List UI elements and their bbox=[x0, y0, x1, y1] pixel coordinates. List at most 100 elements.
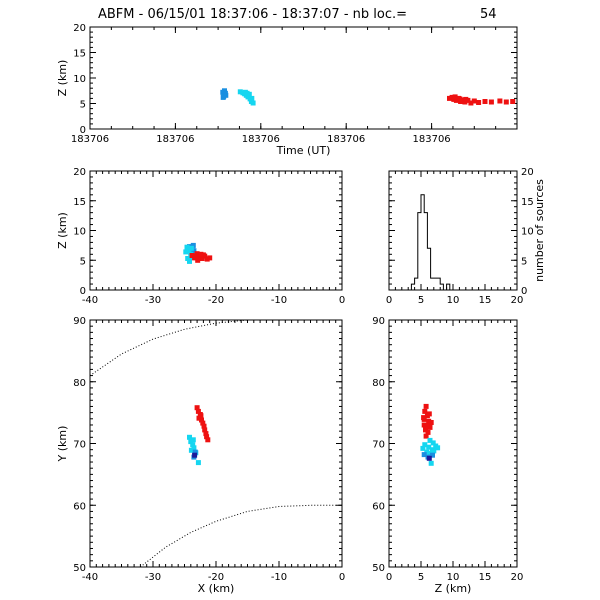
y-tick-label: 0 bbox=[80, 125, 86, 136]
x-tick-label: 183706 bbox=[242, 134, 280, 145]
y-tick-label: 20 bbox=[73, 23, 86, 34]
data-point-red bbox=[198, 413, 204, 419]
x-tick-label: 20 bbox=[511, 295, 524, 306]
data-point-red bbox=[203, 431, 209, 437]
y-tick-label: 10 bbox=[73, 74, 86, 85]
x-tick-label: -30 bbox=[145, 572, 161, 583]
plot-frame bbox=[388, 170, 518, 291]
x-tick-label: 0 bbox=[339, 572, 345, 583]
data-point-red bbox=[497, 98, 503, 104]
x-tick-label: 10 bbox=[447, 295, 460, 306]
data-point-cyan bbox=[422, 442, 428, 448]
y-tick-label: 5 bbox=[80, 100, 86, 111]
data-point-red bbox=[476, 100, 482, 105]
data-point-red bbox=[471, 98, 477, 104]
x-tick-label: 15 bbox=[479, 572, 492, 583]
reference-curve bbox=[140, 504, 342, 568]
x-tick-label: 0 bbox=[386, 295, 392, 306]
y-tick-label: 20 bbox=[521, 167, 534, 178]
data-point-cyan bbox=[190, 437, 196, 443]
data-point-red bbox=[457, 96, 463, 102]
data-point-cyan bbox=[190, 442, 196, 448]
y-tick-label: 10 bbox=[521, 227, 534, 238]
y-tick-label: 15 bbox=[521, 197, 534, 208]
x-tick-label: 20 bbox=[511, 572, 524, 583]
data-point-cyan bbox=[185, 256, 191, 261]
y-tick-label: 0 bbox=[521, 286, 527, 297]
y-axis-label: Y (km) bbox=[56, 426, 69, 463]
data-point-red bbox=[468, 100, 474, 106]
data-point-red bbox=[195, 408, 201, 414]
y-tick-label: 50 bbox=[372, 563, 385, 574]
x-axis-label: Time (UT) bbox=[276, 144, 331, 157]
data-point-cyan bbox=[249, 95, 255, 101]
y-tick-label: 20 bbox=[73, 167, 86, 178]
y-tick-label: 5 bbox=[80, 256, 86, 267]
data-point-red bbox=[421, 422, 427, 428]
data-point-cyan bbox=[188, 447, 194, 453]
data-point-red bbox=[422, 408, 428, 414]
data-point-red bbox=[503, 99, 509, 105]
data-point-red bbox=[510, 99, 516, 104]
x-tick-label: 5 bbox=[418, 295, 424, 306]
data-point-blue bbox=[222, 88, 227, 94]
data-point-cyan bbox=[431, 448, 437, 454]
x-tick-label: -20 bbox=[208, 572, 224, 583]
data-point-red bbox=[205, 437, 211, 443]
data-point-red bbox=[462, 99, 468, 105]
data-point-blue bbox=[421, 452, 427, 458]
data-point-cyan bbox=[237, 89, 243, 95]
data-point-cyan bbox=[242, 89, 248, 95]
x-tick-label: 0 bbox=[386, 572, 392, 583]
data-point-navy bbox=[192, 452, 198, 458]
data-point-blue bbox=[192, 449, 198, 455]
x-tick-label: 183706 bbox=[156, 134, 194, 145]
x-tick-label: 0 bbox=[339, 295, 345, 306]
data-point-red bbox=[423, 433, 429, 439]
plot-frame bbox=[89, 26, 518, 130]
data-point-red bbox=[421, 415, 427, 421]
data-point-blue bbox=[190, 242, 196, 248]
y-tick-label: 15 bbox=[73, 197, 86, 208]
data-point-red bbox=[463, 96, 469, 102]
data-point-cyan bbox=[188, 245, 194, 251]
plot-x_y: -40 -30 -20 -10 0 50 60 70 80 90 X (km) Y (km) bbox=[56, 316, 345, 595]
data-point-red bbox=[201, 423, 207, 429]
x-tick-label: 183706 bbox=[413, 134, 451, 145]
data-point-red bbox=[426, 411, 432, 417]
y-axis-label: Z (km) bbox=[56, 60, 69, 97]
data-point-cyan bbox=[250, 100, 256, 106]
data-point-red bbox=[193, 254, 199, 260]
x-tick-label: -40 bbox=[82, 295, 98, 306]
y-axis-label: number of sources bbox=[533, 179, 546, 282]
data-point-red bbox=[194, 251, 200, 257]
x-tick-label: 10 bbox=[447, 572, 460, 583]
data-point-red bbox=[452, 94, 458, 100]
y-tick-label: 10 bbox=[73, 227, 86, 238]
x-tick-label: -20 bbox=[208, 295, 224, 306]
data-point-red bbox=[428, 420, 434, 425]
y-tick-label: 60 bbox=[372, 501, 385, 512]
plot-time_z: 183706 183706 183706 183706 18370605101520Ti… bbox=[56, 23, 518, 157]
figure-title: ABFM - 06/15/01 18:37:06 - 18:37:07 - nb… bbox=[98, 7, 407, 22]
y-tick-label: 90 bbox=[73, 316, 86, 327]
plot-frame bbox=[388, 319, 518, 568]
plot-x_z: -40 -30 -20 -10 0 0 5 10 15 20 Z (km) bbox=[56, 167, 345, 306]
data-point-red bbox=[447, 95, 452, 101]
y-tick-label: 90 bbox=[372, 316, 385, 327]
data-point-blue bbox=[430, 452, 435, 458]
x-tick-label: 15 bbox=[479, 295, 492, 306]
x-tick-label: 183706 bbox=[327, 134, 365, 145]
data-point-red bbox=[425, 429, 431, 435]
data-point-red bbox=[204, 434, 210, 440]
data-point-red bbox=[424, 423, 430, 429]
data-point-red bbox=[199, 256, 205, 261]
data-point-red bbox=[194, 405, 200, 411]
data-point-cyan bbox=[427, 437, 433, 443]
data-point-cyan bbox=[435, 445, 441, 451]
y-tick-label: 80 bbox=[73, 378, 86, 389]
data-point-cyan bbox=[187, 258, 192, 264]
plot-frame bbox=[89, 319, 343, 568]
location-count: 54 bbox=[480, 7, 497, 22]
